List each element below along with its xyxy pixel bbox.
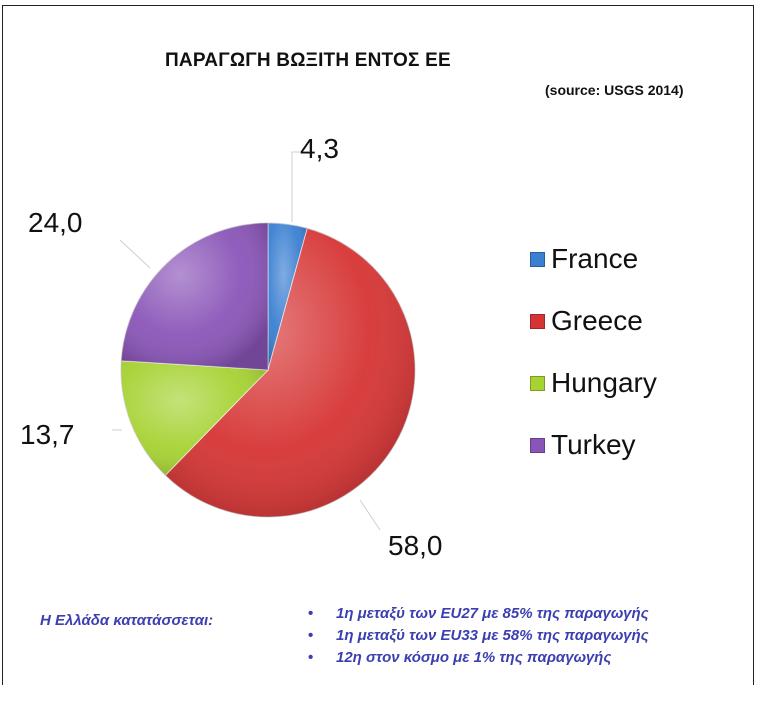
pie-slice-shading [121, 223, 268, 370]
note-text: 1η μεταξύ των EU27 με 85% της παραγωγής [336, 605, 649, 622]
legend-item-turkey: Turkey [530, 414, 657, 476]
leader-line [359, 499, 381, 531]
legend-swatch [530, 437, 545, 453]
legend-item-greece: Greece [530, 290, 657, 352]
legend-swatch [530, 251, 545, 267]
notes-heading: Η Ελλάδα κατατάσσεται: [40, 612, 214, 629]
bullet-icon: • [308, 605, 314, 622]
legend-item-hungary: Hungary [530, 352, 657, 414]
legend-label: Greece [551, 305, 643, 336]
bullet-icon: • [308, 649, 314, 666]
note-text: 1η μεταξύ των EU33 με 58% της παραγωγής [336, 627, 649, 644]
data-label-turkey: 24,0 [28, 207, 83, 238]
legend-swatch [530, 375, 545, 391]
legend-label: Hungary [551, 367, 657, 398]
chart-frame [2, 5, 754, 685]
legend-swatch [530, 313, 545, 329]
notes-list: • 1η μεταξύ των EU27 με 85% της παραγωγή… [308, 603, 649, 669]
chart-legend: France Greece Hungary Turkey [530, 228, 657, 476]
pie-slice-shading [165, 228, 415, 517]
pie-slice-shading [120, 360, 268, 476]
note-item: • 1η μεταξύ των EU33 με 58% της παραγωγή… [308, 625, 649, 647]
data-label-hungary: 13,7 [20, 419, 75, 450]
legend-label: France [551, 243, 639, 274]
legend-item-france: France [530, 228, 657, 290]
leader-line [119, 239, 151, 269]
bullet-icon: • [308, 627, 314, 644]
pie-outline [120, 222, 416, 518]
data-label-greece: 58,0 [388, 530, 443, 561]
legend-label: Turkey [551, 429, 636, 460]
note-item: • 12η στον κόσμο με 1% της παραγωγής [308, 647, 649, 669]
leader-line [291, 151, 300, 222]
chart-title: ΠΑΡΑΓΩΓΗ ΒΩΞΙΤΗ ΕΝΤΟΣ ΕΕ [165, 50, 451, 71]
chart-source: (source: USGS 2014) [545, 82, 684, 98]
data-label-france: 4,3 [300, 133, 339, 164]
note-text: 12η στον κόσμο με 1% της παραγωγής [336, 649, 612, 666]
note-item: • 1η μεταξύ των EU27 με 85% της παραγωγή… [308, 603, 649, 625]
